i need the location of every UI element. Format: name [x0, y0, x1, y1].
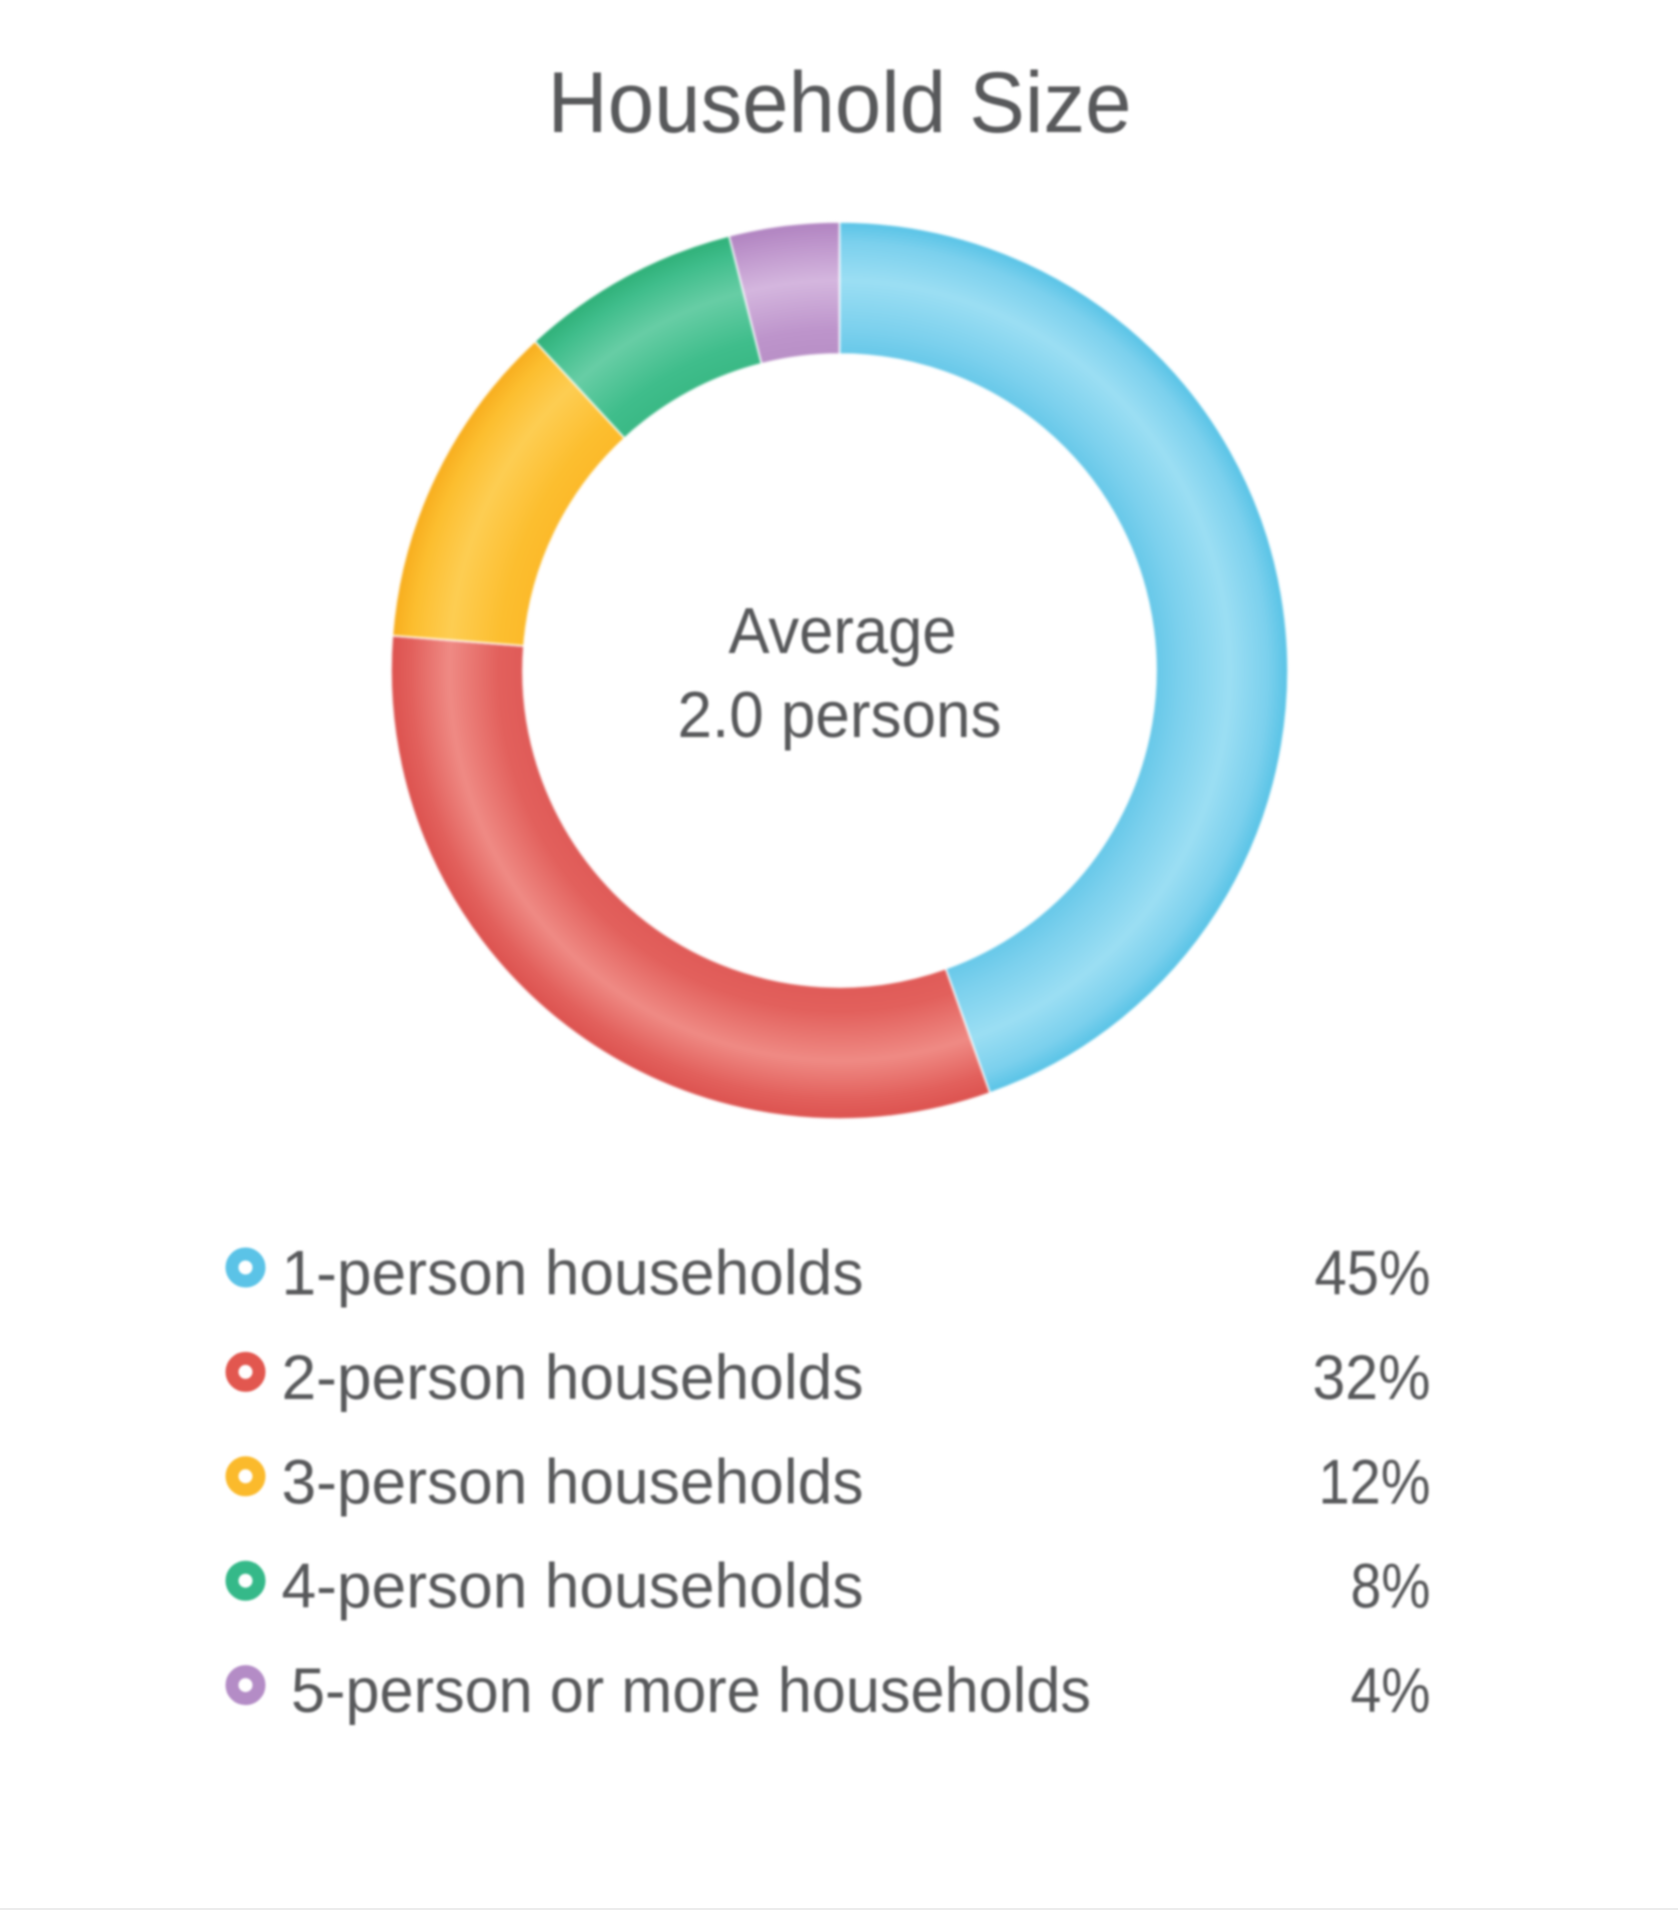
svg-text:5-person or more households: 5-person or more households — [291, 1656, 1091, 1726]
svg-text:Average: Average — [729, 594, 957, 667]
svg-text:4%: 4% — [1351, 1656, 1431, 1726]
svg-text:Household Size: Household Size — [548, 55, 1132, 151]
svg-text:32%: 32% — [1313, 1343, 1431, 1413]
svg-text:2.0 persons: 2.0 persons — [678, 678, 1002, 751]
svg-text:1-person households: 1-person households — [282, 1239, 864, 1309]
svg-text:4-person households: 4-person households — [282, 1552, 864, 1622]
svg-text:8%: 8% — [1351, 1552, 1431, 1622]
svg-text:2-person households: 2-person households — [282, 1343, 864, 1413]
svg-text:45%: 45% — [1315, 1239, 1431, 1309]
svg-text:3-person households: 3-person households — [282, 1447, 864, 1517]
svg-text:12%: 12% — [1319, 1447, 1431, 1517]
